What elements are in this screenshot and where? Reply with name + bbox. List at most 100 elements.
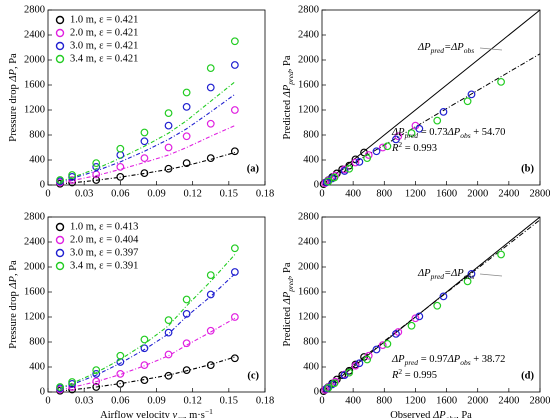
data-point (92, 377, 101, 386)
x-tick-label: 0.18 (256, 188, 274, 199)
data-point (463, 97, 472, 106)
x-tick-label: 400 (345, 395, 361, 406)
x-tick-label: 2800 (530, 188, 550, 199)
reference-line (321, 9, 541, 186)
y-tick-label: 400 (29, 361, 45, 372)
text-part: obs (460, 131, 471, 140)
x-tick-label: 800 (376, 395, 392, 406)
text-part: + 38.72 (471, 354, 506, 365)
data-point (439, 107, 448, 116)
data-point (68, 385, 77, 394)
y-tick-label: 0 (40, 179, 45, 190)
data-point (351, 155, 360, 164)
text-part: ΔP (391, 127, 405, 138)
text-part: , m·s (184, 410, 205, 418)
text-part: ΔP (447, 354, 461, 365)
data-point (140, 361, 149, 370)
data-point (116, 351, 125, 360)
annotation: R2 = 0.993 (391, 140, 437, 155)
text-part: pred (404, 358, 419, 367)
data-point (355, 359, 364, 368)
data-point (92, 159, 101, 168)
x-tick-label: 2400 (498, 395, 519, 406)
legend-label: 3.0 m, ε = 0.397 (70, 247, 138, 258)
data-point (407, 129, 416, 138)
text-part: 2 (398, 140, 402, 149)
y-tick-label: 2400 (24, 236, 45, 247)
fit-line (59, 273, 236, 390)
panel-label: (a) (247, 163, 260, 174)
y-tick-label: 2000 (298, 261, 319, 272)
data-point (415, 312, 424, 321)
data-point (68, 378, 77, 386)
text-part: Airflow velocity (100, 410, 172, 418)
plot-frame (321, 9, 541, 186)
y-tick-label: 2000 (24, 261, 45, 272)
x-tick-label: 1200 (405, 188, 426, 199)
x-tick-label: 0 (45, 395, 50, 406)
data-point (230, 354, 239, 363)
fit-line (59, 317, 236, 391)
data-point (182, 339, 191, 348)
data-point (351, 158, 360, 167)
data-point (230, 147, 239, 156)
text-part: =ΔP (444, 268, 464, 279)
text-part: obs (464, 46, 475, 55)
data-point (439, 292, 448, 301)
y-tick-label: 800 (303, 129, 319, 140)
data-point (206, 64, 215, 73)
data-point (182, 88, 191, 97)
data-point (463, 277, 472, 286)
data-point (56, 176, 64, 184)
legend-label: 2.0 m, ε = 0.404 (70, 234, 139, 245)
legend-marker (55, 235, 65, 245)
data-point (230, 244, 239, 253)
text-part: = 0.73 (418, 127, 448, 138)
text-part: , Pa (8, 53, 19, 69)
y-tick-label: 1200 (298, 311, 319, 322)
x-tick-label: 1200 (405, 395, 426, 406)
text-part: obs (446, 414, 457, 418)
y-axis-label: Predicted ΔPpred, Pa (282, 262, 294, 346)
x-tick-label: 0.09 (147, 395, 165, 406)
data-point (182, 132, 191, 141)
x-tick-label: 0.15 (220, 188, 238, 199)
data-point (182, 102, 191, 111)
data-point (140, 376, 149, 385)
data-point (116, 172, 125, 181)
y-tick-label: 2400 (298, 236, 319, 247)
data-point (497, 250, 505, 259)
data-point (116, 379, 125, 388)
data-point (230, 106, 239, 114)
data-point (383, 142, 392, 151)
data-point (392, 329, 400, 338)
x-tick-label: 0 (45, 188, 50, 199)
x-axis-label: Observed ΔPobs, Pa (390, 410, 472, 418)
data-point (140, 154, 149, 163)
data-point (206, 271, 215, 280)
data-point (394, 328, 403, 336)
text-part: pred (286, 71, 295, 86)
x-tick-label: 0.03 (75, 395, 93, 406)
annotation: ΔPpred = 0.97ΔPobs + 38.72 (391, 354, 505, 366)
data-point (206, 326, 215, 335)
legend-marker (55, 261, 65, 271)
x-tick-label: 2000 (467, 395, 488, 406)
x-tick-label: 0.03 (75, 188, 93, 199)
text-part: obs (460, 358, 471, 367)
data-point (383, 339, 392, 348)
data-point (345, 368, 354, 377)
legend-label: 1.0 m, ε = 0.421 (70, 14, 138, 25)
text-part: = 0.993 (402, 143, 437, 154)
x-tick-label: 800 (376, 188, 392, 199)
data-point (164, 121, 173, 130)
y-tick-label: 800 (29, 129, 45, 140)
data-point (378, 143, 387, 152)
y-tick-label: 2800 (24, 211, 45, 222)
annotation-leader (479, 47, 503, 51)
data-point (206, 154, 215, 163)
data-point (351, 361, 360, 370)
data-point (230, 61, 239, 69)
text-part: obs (464, 272, 475, 281)
